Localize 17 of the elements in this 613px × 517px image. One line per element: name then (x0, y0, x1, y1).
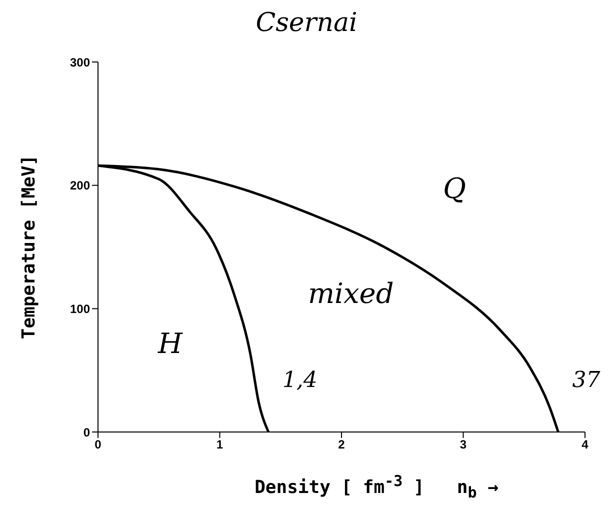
annotation: Q (443, 172, 466, 205)
x-tick-label: 0 (94, 438, 102, 452)
y-tick-label: 0 (83, 425, 90, 440)
x-axis-title: Density [ fm$^{-3}$ ] n$_{b}$ → (254, 472, 500, 502)
chart-title: Csernai (254, 8, 358, 40)
y-tick-label: 200 (70, 178, 90, 193)
y-tick-label: 100 (70, 302, 90, 316)
annotation: 37 (572, 368, 600, 393)
x-tick-label: 1 (216, 438, 224, 452)
y-tick-label: 300 (70, 55, 90, 70)
x-tick-label: 3 (460, 438, 467, 452)
y-axis-title: Temperature [MeV] (18, 154, 40, 340)
annotation: H (158, 327, 182, 360)
x-tick-label: 4 (582, 438, 589, 452)
annotation: mixed (308, 277, 394, 310)
annotation: 1,4 (282, 368, 318, 393)
x-tick-label: 2 (338, 438, 346, 452)
